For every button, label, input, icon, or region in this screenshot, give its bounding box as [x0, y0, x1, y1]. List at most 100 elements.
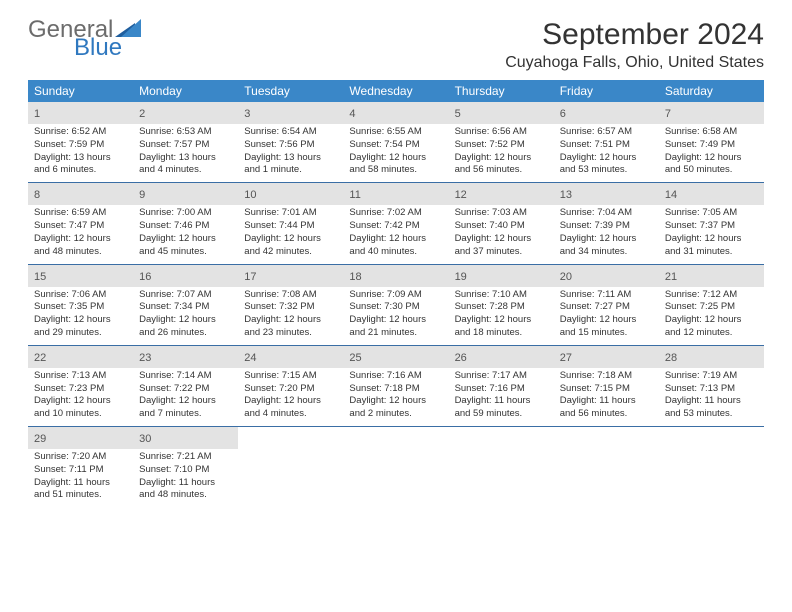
day-header-thursday: Thursday: [449, 80, 554, 102]
week-row: 15Sunrise: 7:06 AMSunset: 7:35 PMDayligh…: [28, 265, 764, 346]
day-number: 5: [455, 108, 461, 120]
day-number: 14: [665, 189, 677, 201]
sunrise-text: Sunrise: 7:17 AM: [455, 370, 548, 383]
daylight-text: Daylight: 12 hours and 12 minutes.: [665, 314, 758, 340]
day-number: 4: [349, 108, 355, 120]
header: General Blue September 2024 Cuyahoga Fal…: [28, 18, 764, 72]
day-cell: 8Sunrise: 6:59 AMSunset: 7:47 PMDaylight…: [28, 183, 133, 263]
day-number: 28: [665, 352, 677, 364]
sunrise-text: Sunrise: 7:18 AM: [560, 370, 653, 383]
sunset-text: Sunset: 7:56 PM: [244, 139, 337, 152]
day-number: 18: [349, 271, 361, 283]
day-number: 20: [560, 271, 572, 283]
daylight-text: Daylight: 11 hours and 56 minutes.: [560, 395, 653, 421]
day-cell: 6Sunrise: 6:57 AMSunset: 7:51 PMDaylight…: [554, 102, 659, 182]
day-number-bar: 18: [343, 265, 448, 287]
sunset-text: Sunset: 7:49 PM: [665, 139, 758, 152]
sunrise-text: Sunrise: 6:53 AM: [139, 126, 232, 139]
sunrise-text: Sunrise: 7:20 AM: [34, 451, 127, 464]
day-number-bar: 19: [449, 265, 554, 287]
day-number-bar: 13: [554, 183, 659, 205]
day-number: 23: [139, 352, 151, 364]
day-number: 30: [139, 433, 151, 445]
day-cell: 11Sunrise: 7:02 AMSunset: 7:42 PMDayligh…: [343, 183, 448, 263]
day-cell: 7Sunrise: 6:58 AMSunset: 7:49 PMDaylight…: [659, 102, 764, 182]
day-cell: 15 Sunrise: 7:06 AMSunset: 7:35 PMDayligh…: [28, 265, 133, 345]
day-cell: 1Sunrise: 6:52 AMSunset: 7:59 PMDaylight…: [28, 102, 133, 182]
daylight-text: Daylight: 13 hours and 1 minute.: [244, 152, 337, 178]
day-number: 8: [34, 189, 40, 201]
day-details: Sunrise: 7:14 AMSunset: 7:22 PMDaylight:…: [137, 370, 234, 421]
day-cell: 13Sunrise: 7:04 AMSunset: 7:39 PMDayligh…: [554, 183, 659, 263]
sunset-text: Sunset: 7:46 PM: [139, 220, 232, 233]
day-cell: 29Sunrise: 7:20 AMSunset: 7:11 PMDayligh…: [28, 427, 133, 507]
sunrise-text: Sunrise: 7:15 AM: [244, 370, 337, 383]
day-details: Sunrise: 7:18 AMSunset: 7:15 PMDaylight:…: [558, 370, 655, 421]
sunset-text: Sunset: 7:44 PM: [244, 220, 337, 233]
sunset-text: Sunset: 7:57 PM: [139, 139, 232, 152]
day-header-wednesday: Wednesday: [343, 80, 448, 102]
day-details: Sunrise: 7:15 AMSunset: 7:20 PMDaylight:…: [242, 370, 339, 421]
week-row: 22Sunrise: 7:13 AMSunset: 7:23 PMDayligh…: [28, 346, 764, 427]
sunrise-text: Sunrise: 7:04 AM: [560, 207, 653, 220]
day-cell: 25Sunrise: 7:16 AMSunset: 7:18 PMDayligh…: [343, 346, 448, 426]
day-cell: 16Sunrise: 7:07 AMSunset: 7:34 PMDayligh…: [133, 265, 238, 345]
day-cell: [554, 427, 659, 507]
day-details: Sunrise: 6:58 AMSunset: 7:49 PMDaylight:…: [663, 126, 760, 177]
daylight-text: Daylight: 12 hours and 50 minutes.: [665, 152, 758, 178]
sunrise-text: Sunrise: 7:07 AM: [139, 289, 232, 302]
day-cell: 3 Sunrise: 6:54 AMSunset: 7:56 PMDaylight…: [238, 102, 343, 182]
weeks-container: 1Sunrise: 6:52 AMSunset: 7:59 PMDaylight…: [28, 102, 764, 507]
week-row: 29Sunrise: 7:20 AMSunset: 7:11 PMDayligh…: [28, 427, 764, 507]
day-number: 11: [349, 189, 360, 201]
logo: General Blue: [28, 18, 141, 60]
sunrise-text: Sunrise: 7:02 AM: [349, 207, 442, 220]
day-cell: 19Sunrise: 7:10 AMSunset: 7:28 PMDayligh…: [449, 265, 554, 345]
sunrise-text: Sunrise: 6:54 AM: [244, 126, 337, 139]
daylight-text: Daylight: 11 hours and 48 minutes.: [139, 477, 232, 503]
title-block: September 2024 Cuyahoga Falls, Ohio, Uni…: [505, 18, 764, 72]
day-number-bar: 29: [28, 427, 133, 449]
daylight-text: Daylight: 12 hours and 58 minutes.: [349, 152, 442, 178]
day-number: 15: [34, 271, 46, 283]
sunrise-text: Sunrise: 7:10 AM: [455, 289, 548, 302]
day-details: Sunrise: 7:08 AMSunset: 7:32 PMDaylight:…: [242, 289, 339, 340]
sunrise-text: Sunrise: 6:59 AM: [34, 207, 127, 220]
sunrise-text: Sunrise: 7:11 AM: [560, 289, 653, 302]
daylight-text: Daylight: 12 hours and 29 minutes.: [34, 314, 127, 340]
day-number-bar: 23: [133, 346, 238, 368]
sunset-text: Sunset: 7:35 PM: [34, 301, 127, 314]
sunset-text: Sunset: 7:40 PM: [455, 220, 548, 233]
day-details: Sunrise: 7:20 AMSunset: 7:11 PMDaylight:…: [32, 451, 129, 502]
daylight-text: Daylight: 12 hours and 18 minutes.: [455, 314, 548, 340]
daylight-text: Daylight: 12 hours and 48 minutes.: [34, 233, 127, 259]
daylight-text: Daylight: 12 hours and 15 minutes.: [560, 314, 653, 340]
day-details: Sunrise: 7:11 AMSunset: 7:27 PMDaylight:…: [558, 289, 655, 340]
day-number-bar: 25: [343, 346, 448, 368]
day-number: 13: [560, 189, 572, 201]
sunrise-text: Sunrise: 6:55 AM: [349, 126, 442, 139]
day-number-bar: 24: [238, 346, 343, 368]
day-cell: 18Sunrise: 7:09 AMSunset: 7:30 PMDayligh…: [343, 265, 448, 345]
day-header-monday: Monday: [133, 80, 238, 102]
day-cell: 30Sunrise: 7:21 AMSunset: 7:10 PMDayligh…: [133, 427, 238, 507]
day-details: Sunrise: 6:55 AMSunset: 7:54 PMDaylight:…: [347, 126, 444, 177]
location: Cuyahoga Falls, Ohio, United States: [505, 54, 764, 72]
sunrise-text: Sunrise: 7:06 AM: [34, 289, 127, 302]
sunset-text: Sunset: 7:37 PM: [665, 220, 758, 233]
day-cell: 12Sunrise: 7:03 AMSunset: 7:40 PMDayligh…: [449, 183, 554, 263]
day-cell: 5Sunrise: 6:56 AMSunset: 7:52 PMDaylight…: [449, 102, 554, 182]
day-number: 26: [455, 352, 467, 364]
daylight-text: Daylight: 12 hours and 21 minutes.: [349, 314, 442, 340]
day-cell: 9Sunrise: 7:00 AMSunset: 7:46 PMDaylight…: [133, 183, 238, 263]
sunset-text: Sunset: 7:23 PM: [34, 383, 127, 396]
day-cell: [238, 427, 343, 507]
day-header-tuesday: Tuesday: [238, 80, 343, 102]
day-number-bar: 22: [28, 346, 133, 368]
sunset-text: Sunset: 7:27 PM: [560, 301, 653, 314]
day-number-bar: 21: [659, 265, 764, 287]
day-number-bar: 6: [554, 102, 659, 124]
day-number-bar: 5: [449, 102, 554, 124]
day-number-bar: 3: [238, 102, 343, 124]
daylight-text: Daylight: 12 hours and 34 minutes.: [560, 233, 653, 259]
